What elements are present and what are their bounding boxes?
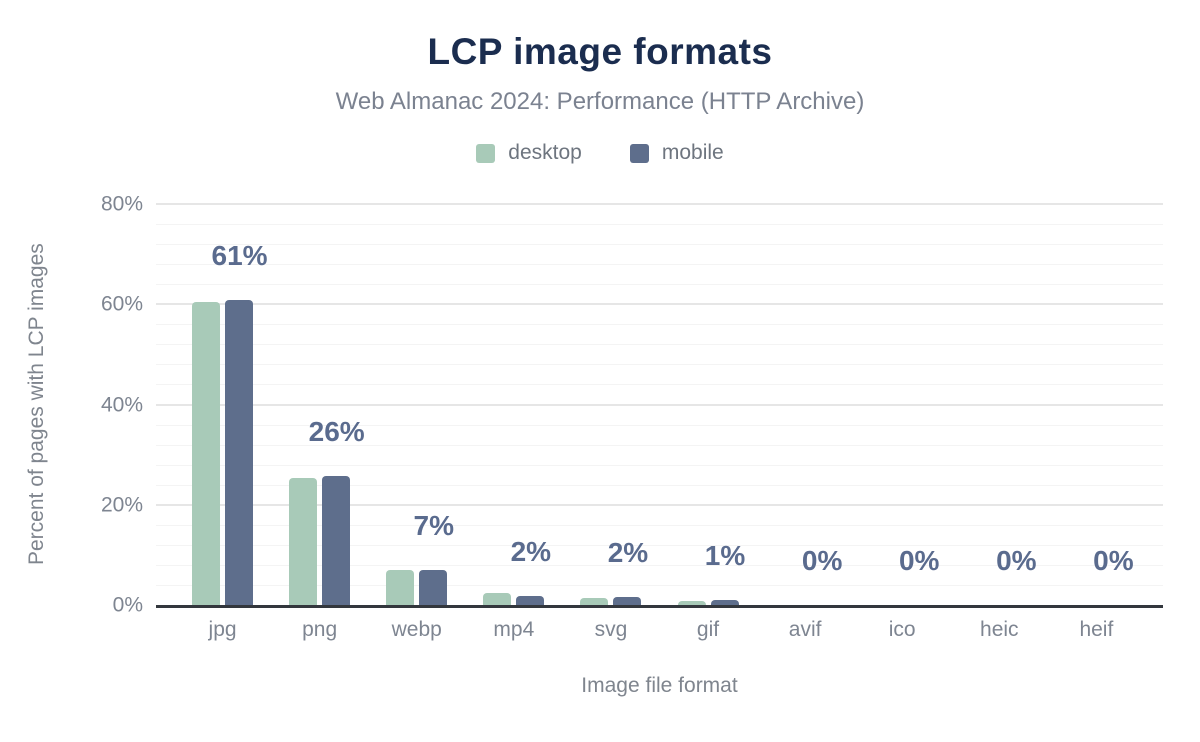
- x-axis-ticks: jpg png webp mp4 svg gif avif ico heic heif: [156, 617, 1163, 642]
- gridline-minor: [156, 344, 1163, 346]
- desktop-swatch-icon: [476, 143, 496, 163]
- gridline-major: [156, 303, 1163, 306]
- gridline-minor: [156, 564, 1163, 566]
- bar-group-heif: 0%: [1048, 204, 1145, 605]
- gridline-minor: [156, 244, 1163, 246]
- gridline-minor: [156, 584, 1163, 586]
- bar-desktop-webp[interactable]: [386, 569, 415, 605]
- x-tick-png: png: [302, 618, 338, 641]
- bar-value-label-ico: 0%: [898, 545, 940, 576]
- bar-group-jpg: 61%: [174, 204, 271, 605]
- gridline-minor: [156, 284, 1163, 286]
- x-tick-heif: heif: [1079, 618, 1114, 641]
- y-tick-0: 0%: [112, 593, 143, 617]
- bar-desktop-mp4[interactable]: [483, 592, 512, 605]
- bar-desktop-png[interactable]: [289, 477, 318, 605]
- bar-desktop-svg[interactable]: [580, 597, 609, 605]
- bar-mobile-svg[interactable]: [613, 596, 642, 605]
- gridline-minor: [156, 384, 1163, 386]
- legend-item-desktop: desktop: [476, 141, 582, 165]
- y-tick-60: 60%: [100, 292, 143, 316]
- y-tick-80: 80%: [100, 192, 143, 216]
- chart-title: LCP image formats: [427, 31, 773, 72]
- bar-group-gif: 1%: [659, 204, 756, 605]
- gridline-major: [156, 403, 1163, 406]
- gridline-major: [156, 503, 1163, 506]
- bar-value-label-gif: 1%: [704, 539, 746, 571]
- legend-label-desktop: desktop: [508, 141, 582, 164]
- gridline-minor: [156, 464, 1163, 466]
- chart-subtitle: Web Almanac 2024: Performance (HTTP Arch…: [335, 88, 865, 115]
- gridline-minor: [156, 524, 1163, 526]
- gridline-minor: [156, 364, 1163, 366]
- gridline-major: [156, 203, 1163, 205]
- bar-value-label-heif: 0%: [1093, 545, 1134, 576]
- bar-value-label-avif: 0%: [801, 545, 843, 576]
- gridline-minor: [156, 544, 1163, 546]
- gridline-minor: [156, 444, 1163, 446]
- bar-mobile-mp4[interactable]: [516, 595, 545, 605]
- x-tick-mp4: mp4: [493, 618, 535, 641]
- bar-group-webp: 7%: [368, 204, 465, 605]
- x-tick-heic: heic: [980, 618, 1019, 641]
- gridline-minor: [156, 224, 1163, 226]
- gridline-minor: [156, 324, 1163, 326]
- gridline-minor: [156, 264, 1163, 266]
- bar-group-ico: 0%: [854, 204, 951, 605]
- legend: desktop mobile: [0, 141, 1200, 165]
- bar-group-svg: 2%: [562, 204, 659, 605]
- bar-value-label-heic: 0%: [996, 545, 1037, 576]
- bar-mobile-gif[interactable]: [710, 599, 739, 605]
- bar-value-label-jpg: 61%: [211, 239, 268, 271]
- bar-mobile-png[interactable]: [322, 475, 351, 605]
- legend-label-mobile: mobile: [661, 141, 724, 164]
- mobile-swatch-icon: [629, 143, 649, 163]
- bar-value-label-mp4: 2%: [510, 535, 552, 567]
- x-axis-line: [156, 605, 1163, 608]
- bar-desktop-jpg[interactable]: [192, 302, 221, 605]
- bar-columns: 61% 26% 7% 2% 2% 1% 0% 0% 0% 0%: [174, 204, 1145, 605]
- x-tick-webp: webp: [391, 618, 442, 641]
- bar-mobile-jpg[interactable]: [225, 299, 254, 605]
- bar-group-mp4: 2%: [465, 204, 562, 605]
- x-axis-title: Image file format: [581, 674, 738, 697]
- x-tick-svg: svg: [594, 618, 628, 641]
- bar-value-label-svg: 2%: [607, 536, 649, 568]
- gridline-minor: [156, 484, 1163, 486]
- bar-desktop-gif[interactable]: [677, 600, 706, 605]
- bar-group-heic: 0%: [951, 204, 1048, 605]
- plot-area: 61% 26% 7% 2% 2% 1% 0% 0% 0% 0%: [156, 203, 1163, 608]
- x-tick-gif: gif: [696, 618, 720, 641]
- y-tick-40: 40%: [100, 393, 143, 416]
- bar-group-avif: 0%: [757, 204, 854, 605]
- x-tick-jpg: jpg: [208, 618, 237, 641]
- gridline-minor: [156, 424, 1163, 426]
- bar-group-png: 26%: [271, 204, 368, 605]
- x-tick-ico: ico: [888, 618, 916, 641]
- x-tick-avif: avif: [788, 618, 822, 641]
- bar-value-label-png: 26%: [308, 415, 365, 447]
- bar-mobile-webp[interactable]: [419, 569, 448, 605]
- legend-item-mobile: mobile: [629, 141, 724, 165]
- y-axis-ticks: 0% 20% 40% 60% 80%: [0, 194, 143, 616]
- bar-value-label-webp: 7%: [413, 509, 454, 541]
- y-tick-20: 20%: [100, 493, 143, 517]
